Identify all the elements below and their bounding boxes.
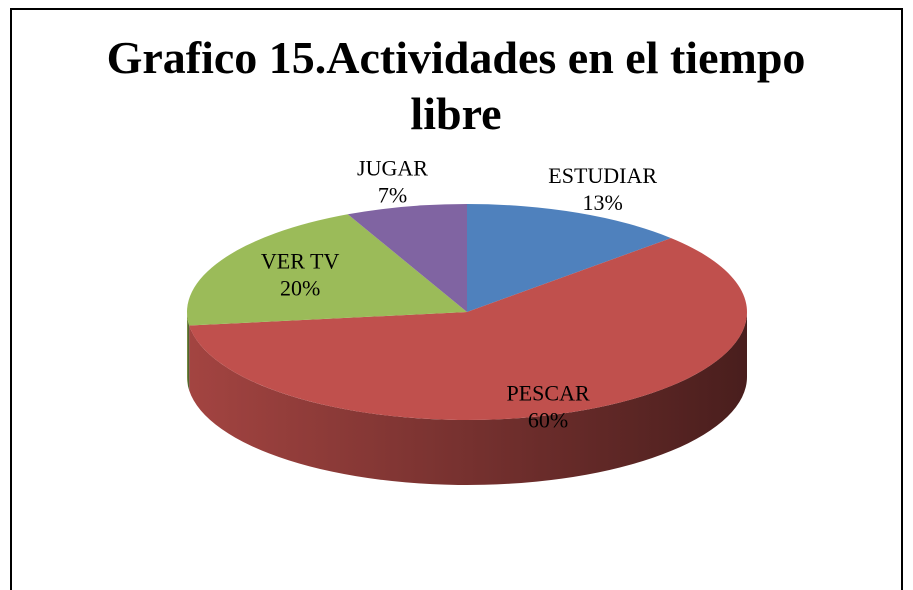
slice-label: JUGAR [357, 155, 428, 180]
slice-side [187, 312, 190, 391]
value-label: 60% [528, 407, 568, 432]
frame [10, 8, 903, 590]
slice [467, 204, 672, 312]
slice-label: PESCAR [506, 380, 589, 405]
slice-label: ESTUDIAR [548, 163, 657, 188]
slice [189, 238, 747, 420]
slice [347, 204, 467, 312]
value-label: 13% [583, 190, 623, 215]
slice [187, 214, 467, 326]
value-label: 20% [280, 276, 320, 301]
value-label: 7% [378, 182, 407, 207]
slice-label: VER TV [261, 249, 340, 274]
chart-title: Grafico 15.Actividades en el tiempo libr… [106, 32, 806, 139]
slice-side [189, 312, 747, 486]
